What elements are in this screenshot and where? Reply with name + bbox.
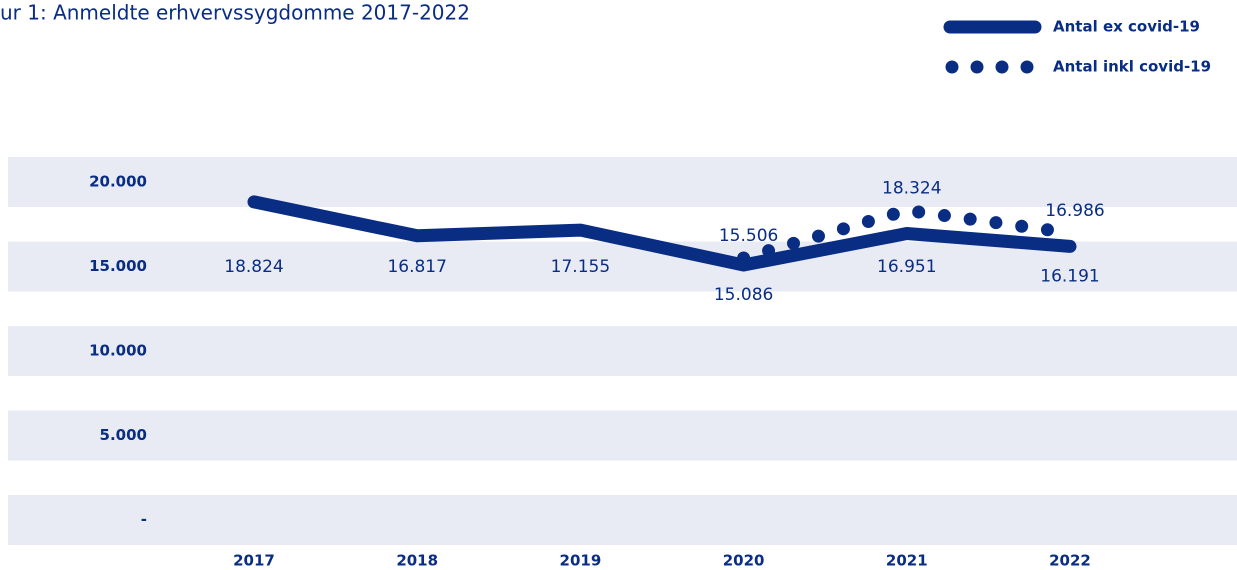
data-label: 15.086 (714, 285, 773, 305)
data-label: 16.986 (1045, 201, 1104, 221)
grid-band (8, 495, 1237, 545)
y-tick-label: 5.000 (100, 426, 147, 444)
legend-label: Antal inkl covid-19 (1053, 58, 1211, 76)
line (247, 195, 1077, 272)
grid-band (8, 157, 1237, 207)
y-tick-label: - (141, 511, 147, 529)
x-tick-label: 2019 (560, 552, 602, 570)
data-label: 15.506 (719, 226, 778, 246)
data-label: 16.191 (1040, 266, 1099, 286)
x-tick-label: 2022 (1049, 552, 1091, 570)
legend-label: Antal ex covid-19 (1053, 18, 1200, 36)
grid-band (8, 410, 1237, 461)
y-tick-label: 10.000 (89, 342, 147, 360)
x-tick-label: 2020 (723, 552, 765, 570)
x-tick-label: 2017 (233, 552, 275, 570)
data-label: 18.824 (224, 257, 283, 277)
data-label: 16.951 (877, 257, 936, 277)
x-tick-label: 2018 (396, 552, 438, 570)
x-tick-label: 2021 (886, 552, 928, 570)
chart-title: ur 1: Anmeldte erhvervssygdomme 2017-202… (0, 1, 470, 25)
data-label: 18.324 (882, 178, 941, 198)
grid-band (8, 326, 1237, 376)
dotted-line (737, 203, 1077, 265)
y-tick-label: 15.000 (89, 257, 147, 275)
data-label: 16.817 (387, 257, 446, 277)
data-label: 17.155 (551, 257, 610, 277)
y-tick-label: 20.000 (89, 173, 147, 191)
